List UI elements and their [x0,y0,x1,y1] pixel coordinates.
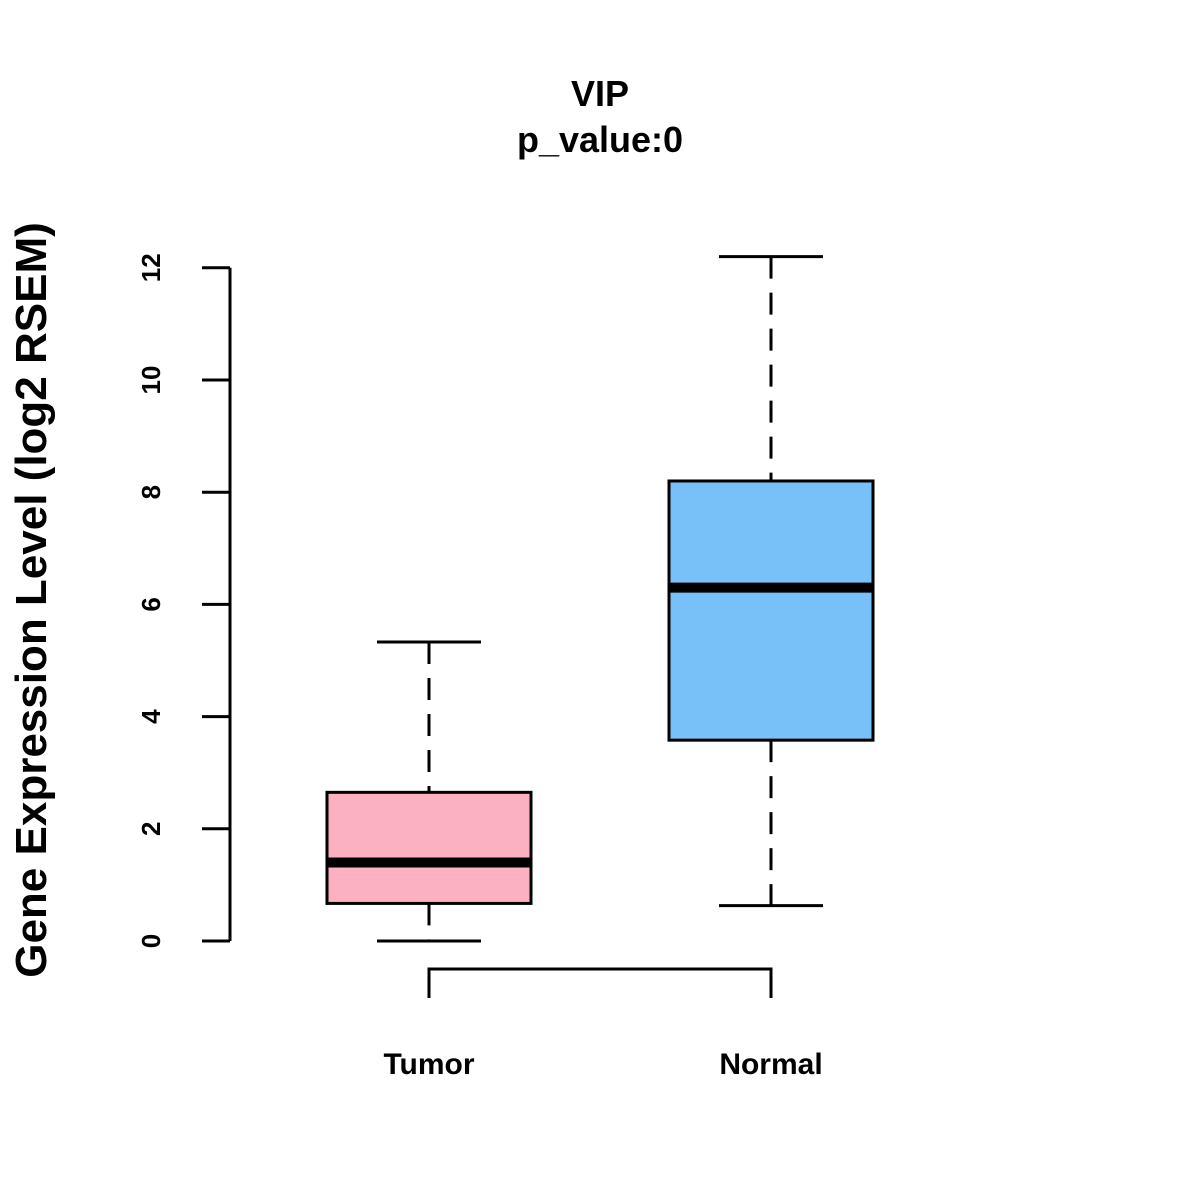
tumor-box [325,790,533,905]
y-tick-label: 2 [136,822,166,836]
comparison-bracket [427,967,773,998]
chart-title: VIP [571,73,629,114]
y-tick-label: 12 [136,253,166,282]
x-category-label-normal: Normal [719,1048,822,1081]
x-category-label-tumor: Tumor [383,1048,474,1081]
y-axis-label: Gene Expression Level (log2 RSEM) [7,222,56,978]
normal-box [667,479,875,742]
y-tick-label: 8 [136,485,166,499]
bracket-line [427,967,773,998]
y-axis: 0 2 4 6 8 10 12 [136,253,232,948]
boxes [325,255,875,943]
y-tick-label: 0 [136,934,166,948]
y-tick-label: 6 [136,597,166,611]
x-category-labels: Tumor Normal [383,1048,822,1081]
chart-subtitle: p_value:0 [517,119,683,160]
y-tick-label: 4 [136,709,166,724]
y-tick-label: 10 [136,366,166,395]
